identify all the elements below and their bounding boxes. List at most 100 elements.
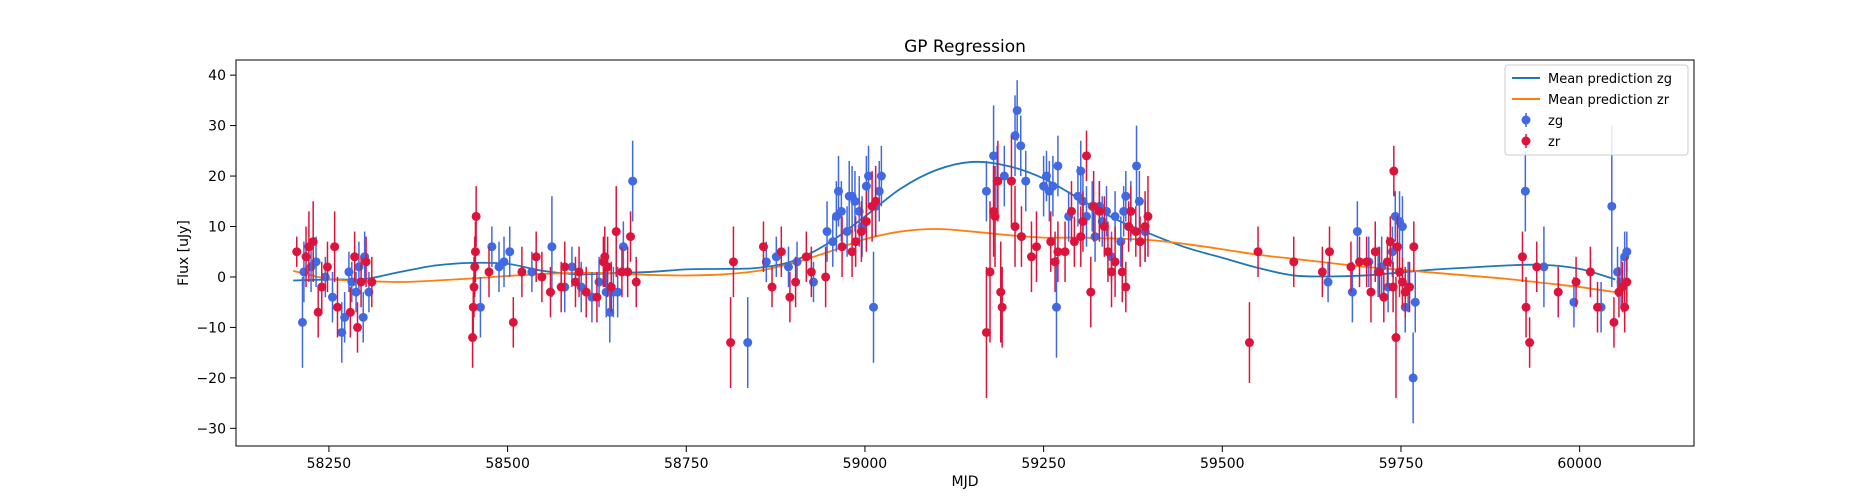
data-points <box>292 80 1632 424</box>
data-point-zr <box>1346 262 1356 272</box>
x-tick-label: 58250 <box>307 456 352 472</box>
data-point-zg <box>861 181 871 191</box>
data-point-zr <box>856 227 866 237</box>
legend-label-zr-line: Mean prediction zr <box>1548 93 1670 108</box>
plot-frame <box>235 59 1695 447</box>
x-tick-label: 59000 <box>843 456 888 472</box>
data-point-zr <box>313 307 323 317</box>
series-zg <box>297 80 1632 424</box>
data-point-zr <box>560 262 570 272</box>
data-point-zr <box>626 232 636 242</box>
data-point-zr <box>470 247 480 257</box>
data-point-zr <box>1066 206 1076 216</box>
data-point-zr <box>606 282 616 292</box>
data-point-zg <box>594 277 604 287</box>
data-point-zr <box>1366 287 1376 297</box>
data-point-zr <box>1585 267 1595 277</box>
data-point-zr <box>1131 227 1141 237</box>
data-point-zr <box>367 277 377 287</box>
data-point-zr <box>1010 222 1020 232</box>
data-point-zr <box>861 216 871 226</box>
data-point-zr <box>570 277 580 287</box>
data-point-zr <box>1082 151 1091 161</box>
data-point-zg <box>1397 222 1407 232</box>
data-point-zr <box>517 267 527 277</box>
data-point-zr <box>1609 317 1619 327</box>
data-point-zr <box>1622 277 1632 287</box>
data-point-zr <box>871 196 881 206</box>
data-point-zg <box>743 338 753 348</box>
data-point-zr <box>1121 282 1131 292</box>
data-point-zg <box>358 312 368 322</box>
data-point-zr <box>758 242 768 252</box>
data-point-zr <box>1031 242 1041 252</box>
data-point-zg <box>1090 232 1100 242</box>
data-point-zg <box>1021 176 1031 186</box>
legend-label-zg-line: Mean prediction zg <box>1548 72 1672 87</box>
data-point-zr <box>1126 206 1136 216</box>
x-tick-label: 59750 <box>1379 456 1424 472</box>
data-point-zr <box>531 252 541 262</box>
data-point-zr <box>332 302 342 312</box>
x-tick-label: 58500 <box>485 456 530 472</box>
legend: Mean prediction zg Mean prediction zr zg… <box>1504 64 1689 156</box>
data-point-zr <box>574 267 584 277</box>
data-point-zr <box>1391 333 1401 343</box>
data-point-zr <box>361 257 371 267</box>
data-point-zr <box>1244 338 1254 348</box>
data-point-zr <box>1517 252 1527 262</box>
data-point-zr <box>623 267 633 277</box>
data-point-zr <box>292 247 302 257</box>
data-point-zr <box>981 327 991 337</box>
data-point-zg <box>505 247 515 257</box>
x-tick-label: 59250 <box>1021 456 1066 472</box>
data-point-zg <box>981 186 991 196</box>
data-point-zr <box>1593 302 1603 312</box>
data-point-zg <box>1053 161 1063 171</box>
data-point-zg <box>850 196 860 206</box>
data-point-zr <box>1385 237 1395 247</box>
data-point-zr <box>791 277 801 287</box>
data-point-zr <box>726 338 736 348</box>
y-tick-label: −10 <box>196 320 226 336</box>
data-point-zg <box>1012 105 1022 115</box>
data-point-zr <box>537 272 547 282</box>
data-point-zg <box>1116 237 1126 247</box>
data-point-zg <box>1408 373 1418 383</box>
data-point-zg <box>327 292 337 302</box>
data-point-zr <box>728 257 738 267</box>
data-point-zr <box>353 322 362 332</box>
data-point-zr <box>767 282 777 292</box>
data-point-zg <box>1410 297 1420 307</box>
data-point-zg <box>1539 262 1549 272</box>
data-point-zg <box>1607 201 1617 211</box>
data-point-zg <box>605 307 615 317</box>
legend-swatch-zg-marker <box>1521 115 1531 125</box>
data-point-zr <box>1355 257 1365 267</box>
data-point-zg <box>792 257 802 267</box>
data-point-zr <box>1086 287 1096 297</box>
data-point-zr <box>631 277 641 287</box>
y-tick-label: 0 <box>217 270 226 286</box>
data-point-zr <box>1532 262 1542 272</box>
data-point-zg <box>1076 166 1086 176</box>
data-point-zr <box>1099 222 1109 232</box>
data-point-zr <box>356 277 366 287</box>
data-point-zr <box>471 211 481 221</box>
data-point-zr <box>1525 338 1535 348</box>
data-point-zr <box>1076 232 1086 242</box>
data-point-zr <box>776 247 786 257</box>
x-tick-label: 58750 <box>664 456 709 472</box>
data-point-zr <box>1069 237 1079 247</box>
x-tick-label: 60000 <box>1557 456 1602 472</box>
data-point-zr <box>1317 267 1327 277</box>
data-point-zg <box>1520 186 1530 196</box>
data-point-zg <box>1134 196 1144 206</box>
data-point-zg <box>1622 247 1632 257</box>
data-point-zg <box>1121 191 1131 201</box>
data-point-zg <box>1048 181 1058 191</box>
data-point-zg <box>613 287 623 297</box>
data-point-zg <box>842 227 852 237</box>
data-point-zg <box>1569 297 1579 307</box>
